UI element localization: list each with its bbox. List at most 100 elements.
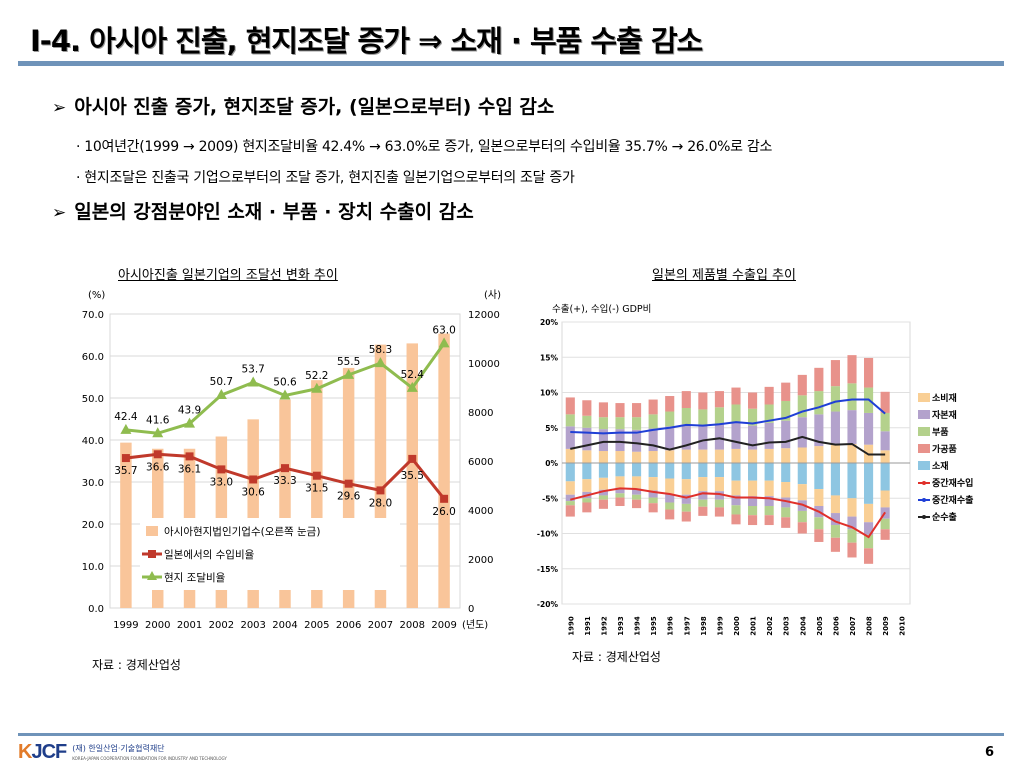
stacked-bar-segment [814, 517, 824, 530]
import-ratio-data-label: 36.6 [146, 461, 170, 473]
x-tick-label: 1995 [650, 616, 658, 636]
stacked-bar-segment [781, 420, 791, 449]
stacked-bar-segment [698, 463, 708, 478]
stacked-bar-segment [648, 463, 658, 478]
stacked-bar-segment [847, 542, 857, 558]
stacked-bar-segment [731, 404, 741, 423]
local-ratio-data-label: 41.6 [146, 414, 170, 426]
legend-label: 아시아현지법인기업수(오른쪽 눈금) [164, 525, 320, 538]
stacked-bar-segment [565, 494, 575, 502]
stacked-bar-segment [880, 463, 890, 491]
stacked-bar-segment [864, 522, 874, 535]
stacked-bar-segment [781, 497, 791, 508]
stacked-bar-segment [830, 360, 840, 387]
stacked-bar-segment [880, 490, 890, 508]
y-tick-label: 5% [545, 424, 558, 433]
stacked-bar-segment [598, 402, 608, 418]
stacked-bar-segment [681, 391, 691, 409]
import-ratio-data-label: 33.0 [210, 476, 233, 488]
legend-label: 중간재수출 [932, 494, 973, 506]
stacked-bar-segment [748, 408, 758, 426]
legend-label: 소재 [932, 460, 949, 472]
stacked-bar-segment [698, 491, 708, 500]
stacked-bar-segment [714, 499, 724, 508]
x-tick-label: 2008 [400, 620, 425, 631]
stacked-bar-segment [714, 449, 724, 463]
left-chart-source: 자료 : 경제산업성 [92, 658, 181, 672]
stacked-bar-segment [632, 451, 642, 463]
legend-swatch [918, 427, 930, 436]
stacked-bar-segment [565, 463, 575, 482]
y-tick-label: -5% [542, 494, 558, 503]
export-import-chart: 수출(+), 수입(-) GDP비 20% 15% 10% 5% 0% -5% -10% -15… [537, 303, 973, 636]
left-tick-label: 20.0 [82, 520, 104, 531]
import-ratio-marker [376, 486, 385, 495]
stacked-bar-segment [615, 429, 625, 452]
stacked-bar-segment [598, 429, 608, 452]
x-tick-label: 2006 [336, 620, 361, 631]
stacked-bar-segment [615, 493, 625, 498]
stacked-bar-segment [615, 497, 625, 507]
stacked-bar-segment [648, 399, 658, 415]
stacked-bar-segment [582, 498, 592, 503]
stacked-bar-segment [714, 463, 724, 478]
stacked-bar-segment [880, 412, 890, 432]
stacked-bar-segment [847, 443, 857, 463]
x-tick-label: 1990 [567, 616, 575, 636]
x-tick-label: 1991 [584, 616, 592, 636]
x-tick-label: 1996 [667, 616, 675, 636]
x-tick-label: 2002 [209, 620, 234, 631]
right-tick-label: 8000 [468, 408, 493, 419]
stacked-bar-segment [698, 424, 708, 450]
stacked-bar-segment [797, 484, 807, 501]
left-chart-title: 아시아진출 일본기업의 조달선 변화 추이 [118, 268, 338, 283]
stacked-bar-segment [598, 489, 608, 496]
title-rule [18, 61, 1004, 66]
stacked-bar-segment [565, 397, 575, 415]
stacked-bar-segment [598, 495, 608, 500]
local-ratio-marker [374, 357, 386, 368]
stacked-bar-segment [665, 426, 675, 451]
stacked-bar-segment [781, 507, 791, 518]
local-ratio-data-label: 50.6 [273, 376, 297, 388]
stacked-bar-segment [582, 427, 592, 451]
legend-swatch [918, 461, 930, 470]
local-ratio-marker [152, 427, 164, 438]
legend-swatch-marker [922, 498, 926, 502]
x-tick-label: 2010 [899, 616, 907, 636]
stacked-bar-segment [847, 498, 857, 517]
stacked-bar-segment [764, 404, 774, 423]
legend-label: 자본재 [932, 409, 957, 421]
stacked-bar-segment [731, 495, 741, 506]
import-ratio-data-label: 35.5 [401, 470, 424, 482]
local-ratio-marker [215, 389, 227, 400]
stacked-bar-segment [615, 417, 625, 430]
stacked-bar-segment [698, 392, 708, 410]
stacked-bar-segment [665, 478, 675, 495]
stacked-bar-segment [748, 515, 758, 526]
legend-swatch [918, 410, 930, 419]
sub-bullet-2: · 현지조달은 진출국 기업으로부터의 조달 증가, 현지진출 일본기업으로부터… [76, 170, 575, 186]
stacked-bar-segment [681, 503, 691, 512]
legend-swatch-marker [922, 481, 926, 485]
stacked-bar-segment [582, 415, 592, 428]
stacked-bar-segment [781, 400, 791, 421]
right-tick-label: 0 [468, 604, 474, 615]
stacked-bar-segment [632, 499, 642, 509]
right-chart-title: 일본의 제품별 수출입 추이 [652, 268, 796, 283]
procurement-chart: 0.0 10.0 20.0 30.0 40.0 50.0 60.0 70.0 0 2000 4000… [82, 289, 501, 631]
import-ratio-data-label: 28.0 [369, 497, 392, 509]
stacked-bar-segment [681, 463, 691, 480]
stacked-bar-segment [880, 391, 890, 413]
import-ratio-marker [408, 454, 417, 463]
stacked-bar-segment [648, 497, 658, 504]
local-ratio-data-label: 52.2 [305, 370, 328, 382]
x-tick-label: 2000 [145, 620, 170, 631]
stacked-bar-segment [615, 487, 625, 494]
local-ratio-marker [406, 381, 418, 392]
stacked-bar-segment [748, 496, 758, 507]
stacked-bar-segment [632, 494, 642, 500]
stacked-bar-segment [731, 505, 741, 515]
stacked-bar-segment [814, 446, 824, 463]
stacked-bar-segment [880, 529, 890, 540]
